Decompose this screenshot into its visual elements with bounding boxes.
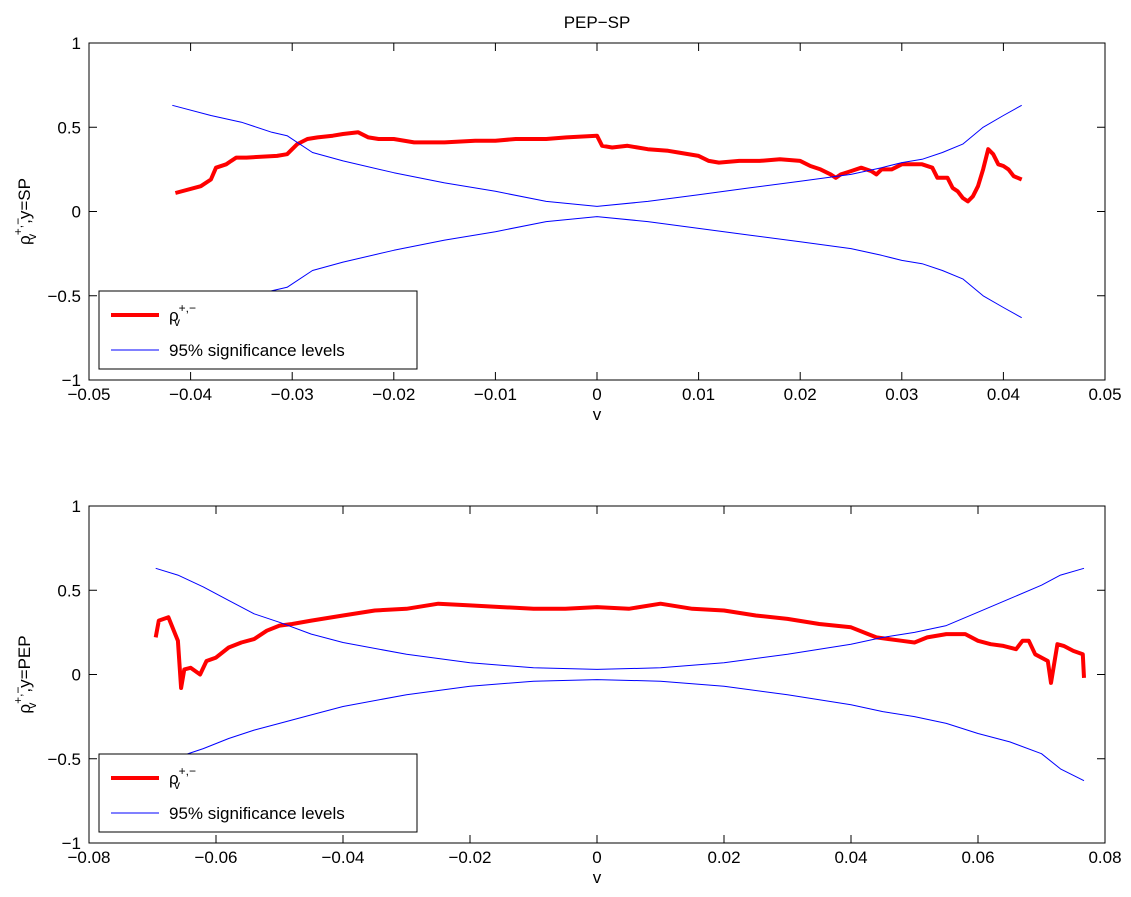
y-axis-label-sub: v bbox=[25, 703, 39, 709]
y-axis-label-sub: v bbox=[25, 234, 39, 240]
x-tick-label: −0.04 bbox=[169, 385, 212, 404]
legend-label: ρ+,− v bbox=[169, 301, 196, 329]
x-tick-label: −0.03 bbox=[271, 385, 314, 404]
legend-label-sub: v bbox=[174, 315, 180, 329]
series-significance-line bbox=[155, 679, 1085, 782]
x-tick-label: −0.02 bbox=[448, 848, 491, 867]
x-tick-label: 0.05 bbox=[1088, 385, 1121, 404]
y-tick-label: 1 bbox=[72, 497, 81, 516]
x-axis-label: v bbox=[593, 868, 602, 887]
legend-label-base: ρ bbox=[169, 769, 179, 788]
y-axis-label: ρ+,−v ,y=PEP bbox=[11, 635, 39, 713]
y-tick-label: −0.5 bbox=[47, 750, 81, 769]
x-tick-label: 0.04 bbox=[987, 385, 1020, 404]
x-tick-label: 0.04 bbox=[834, 848, 867, 867]
legend-label: 95% significance levels bbox=[169, 804, 345, 823]
y-axis-label-sup: +,− bbox=[11, 218, 25, 235]
y-tick-label: 0.5 bbox=[57, 118, 81, 137]
legend-label: ρ+,− v bbox=[169, 764, 196, 792]
legend: ρ+,− v 95% significance levels bbox=[98, 753, 418, 833]
y-tick-label: 1 bbox=[72, 34, 81, 53]
legend-box bbox=[98, 290, 418, 370]
x-tick-label: 0 bbox=[592, 385, 601, 404]
y-tick-label: 0 bbox=[72, 203, 81, 222]
x-tick-label: −0.04 bbox=[321, 848, 364, 867]
x-tick-label: 0 bbox=[592, 848, 601, 867]
x-axis-label: v bbox=[593, 405, 602, 424]
x-tick-label: 0.03 bbox=[885, 385, 918, 404]
x-tick-label: −0.05 bbox=[67, 385, 110, 404]
y-axis-label: ρ+,−v ,y=SP bbox=[11, 178, 39, 245]
legend-label: 95% significance levels bbox=[169, 341, 345, 360]
y-tick-label: −1 bbox=[62, 371, 81, 390]
series-rho-line bbox=[174, 130, 1023, 204]
chart-top: −0.05 −0.04 −0.03 −0.02 −0.01 0 0.01 0.02 0.03 0.… bbox=[11, 34, 1122, 424]
legend-label-sup: +,− bbox=[179, 301, 196, 315]
x-tick-label: 0.08 bbox=[1088, 848, 1121, 867]
legend-label-sub: v bbox=[174, 778, 180, 792]
chart-bottom: −0.08 −0.06 −0.04 −0.02 0 0.02 0.04 0.06 0.08 −1 −… bbox=[11, 497, 1122, 887]
x-tick-label: 0.01 bbox=[682, 385, 715, 404]
x-tick-label: −0.08 bbox=[67, 848, 110, 867]
legend-label-sup: +,− bbox=[179, 764, 196, 778]
x-tick-label: −0.06 bbox=[194, 848, 237, 867]
y-tick-label: −1 bbox=[62, 834, 81, 853]
y-axis-label-suffix: ,y=PEP bbox=[15, 635, 34, 692]
x-tick-label: −0.01 bbox=[474, 385, 517, 404]
y-axis-label-sup: +,− bbox=[11, 687, 25, 704]
legend: ρ+,− v 95% significance levels bbox=[98, 290, 418, 370]
y-tick-label: 0.5 bbox=[57, 581, 81, 600]
legend-box bbox=[98, 753, 418, 833]
series-significance-line bbox=[172, 216, 1022, 319]
series-significance-line bbox=[155, 567, 1085, 670]
series-significance-line bbox=[172, 104, 1022, 207]
x-tick-label: −0.02 bbox=[372, 385, 415, 404]
x-tick-label: 0.02 bbox=[707, 848, 740, 867]
x-tick-label: 0.06 bbox=[961, 848, 994, 867]
series-rho-line bbox=[153, 601, 1086, 690]
y-axis-label-base: ρ bbox=[15, 704, 34, 714]
figure-title: PEP−SP bbox=[564, 13, 631, 32]
y-axis-label-base: ρ bbox=[15, 235, 34, 245]
x-tick-label: 0.02 bbox=[784, 385, 817, 404]
legend-label-base: ρ bbox=[169, 306, 179, 325]
y-tick-label: 0 bbox=[72, 666, 81, 685]
y-tick-label: −0.5 bbox=[47, 287, 81, 306]
y-axis-label-suffix: ,y=SP bbox=[15, 178, 34, 224]
